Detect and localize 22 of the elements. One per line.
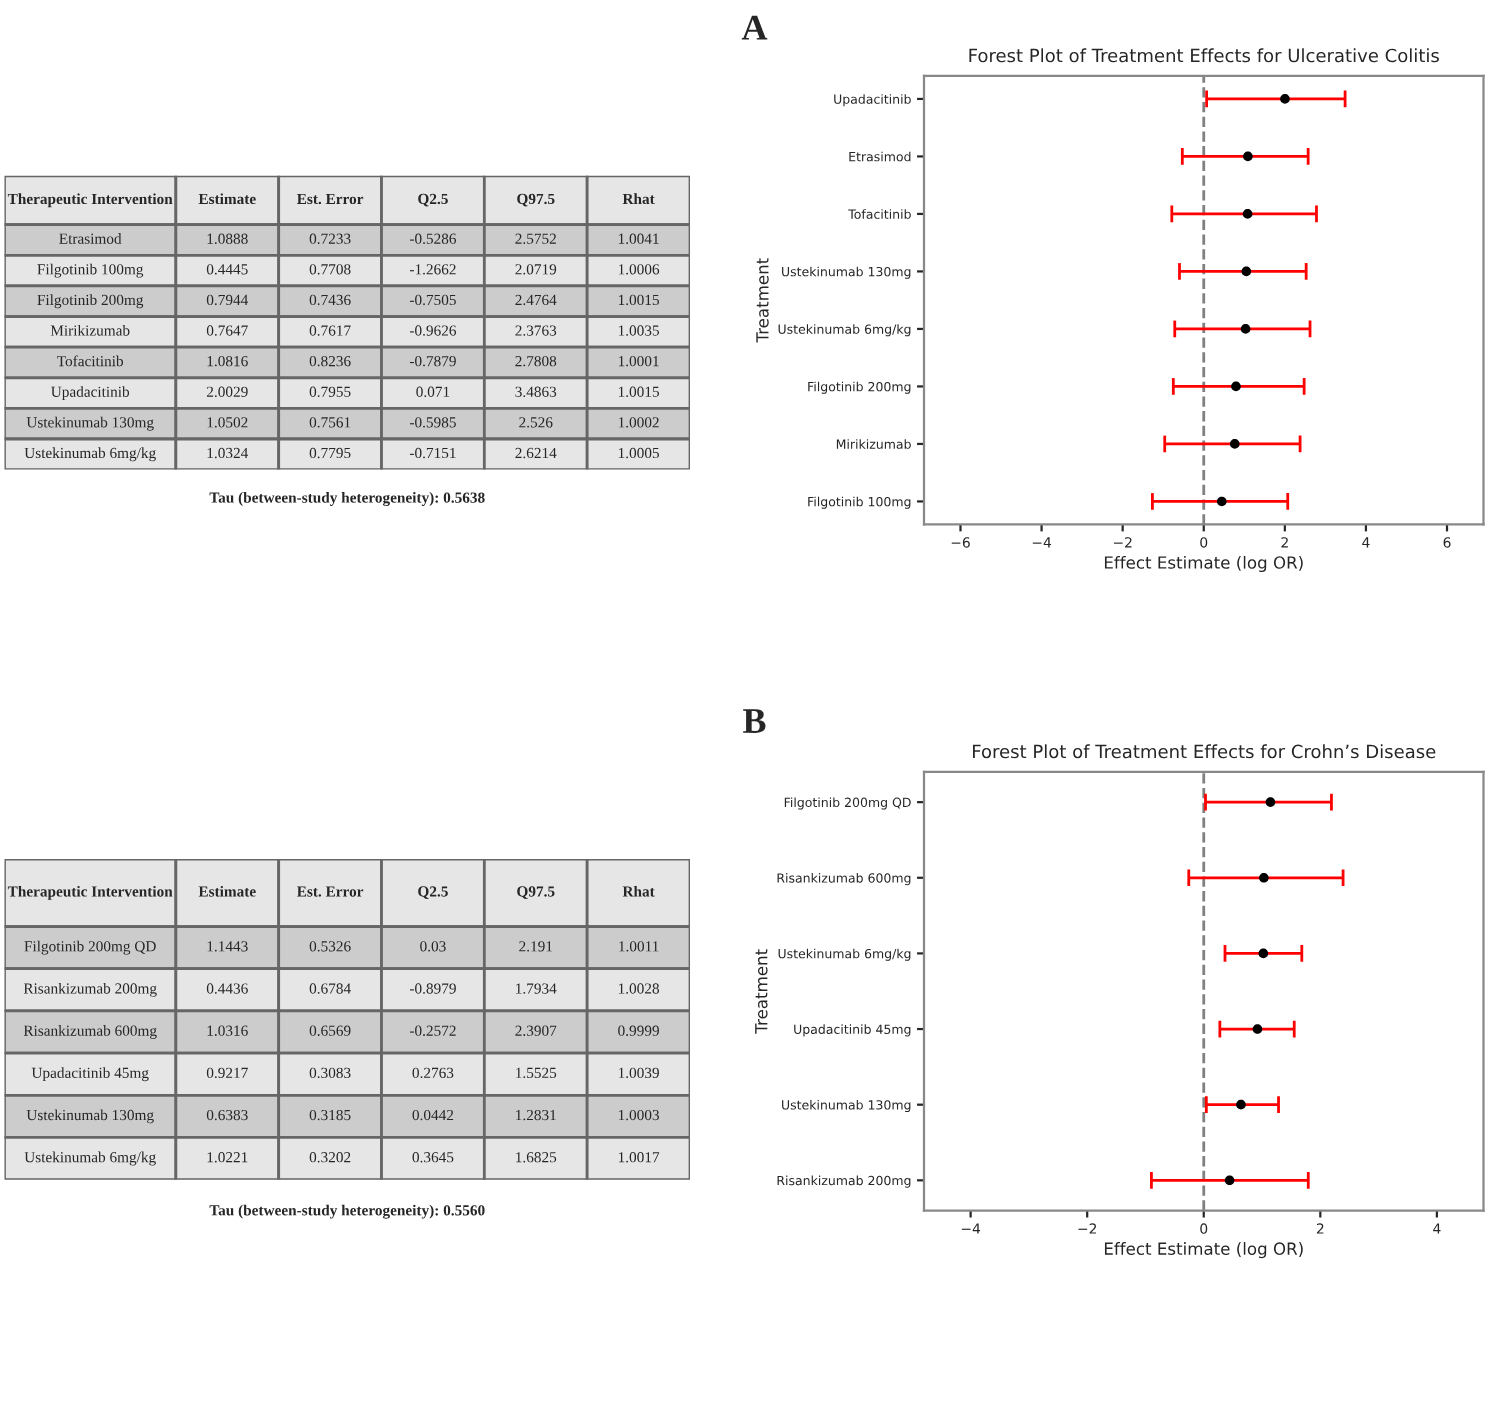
- point: [1280, 94, 1290, 104]
- point: [1265, 797, 1276, 807]
- point: [1243, 151, 1253, 162]
- y-axis-title: Treatment: [755, 949, 768, 1034]
- y-axis-title: Treatment: [756, 258, 769, 343]
- point: [1240, 324, 1251, 334]
- point: [1252, 1024, 1263, 1034]
- point: [1216, 496, 1227, 507]
- x-axis-title: Effect Estimate (log OR): [1104, 555, 1303, 573]
- point: [1224, 1175, 1235, 1186]
- point: [1242, 209, 1253, 219]
- text: A: [741, 15, 768, 40]
- chart-title: Forest Plot of Treatment Effects for Ulcerative Colitis: [969, 48, 1439, 63]
- point: [1231, 381, 1241, 392]
- point: [1258, 948, 1269, 959]
- x-axis-title: Effect Estimate (log OR): [1104, 1242, 1303, 1259]
- point: [1241, 266, 1252, 277]
- point: [1229, 439, 1240, 449]
- point: [1259, 872, 1269, 883]
- text: B: [743, 709, 766, 733]
- chart-title: Forest Plot of Treatment Effects for Crohn’s Disease: [973, 744, 1436, 759]
- point: [1236, 1099, 1246, 1110]
